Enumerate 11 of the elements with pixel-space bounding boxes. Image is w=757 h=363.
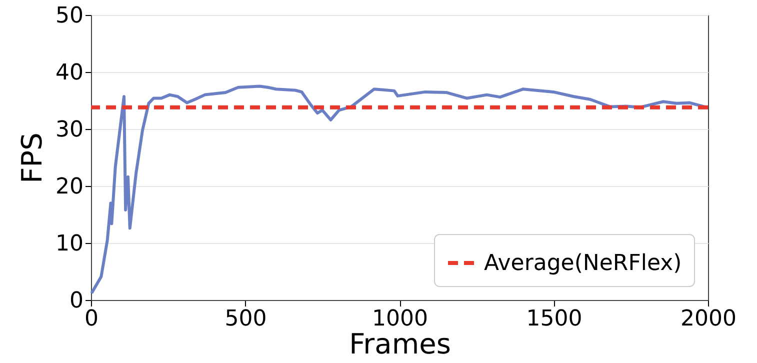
x-tick-label: 1500 (526, 306, 582, 332)
x-tick-label: 500 (224, 306, 267, 332)
y-tick-label: 20 (56, 174, 84, 200)
y-tick-label: 10 (56, 232, 84, 256)
y-tick-label: 40 (56, 60, 84, 86)
y-tick-label: 0 (70, 288, 84, 314)
y-axis-title: FPS (16, 132, 49, 184)
x-tick-label: 2000 (680, 306, 736, 332)
y-tick-label: 30 (56, 118, 84, 142)
legend-label: Average(NeRFlex) (484, 251, 682, 276)
y-tick-label: 50 (56, 4, 84, 28)
